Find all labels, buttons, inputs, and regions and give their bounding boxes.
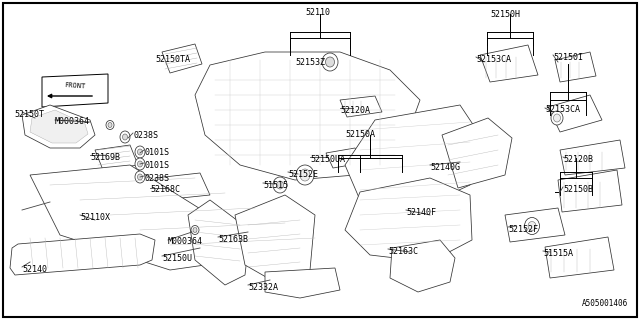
Text: 52140: 52140 [22,265,47,274]
Ellipse shape [138,174,143,180]
Ellipse shape [322,53,338,71]
Ellipse shape [525,218,540,235]
Text: M000364: M000364 [55,117,90,126]
Text: 0238S: 0238S [144,174,169,183]
Text: 52163C: 52163C [388,247,418,256]
Text: 52150A: 52150A [345,130,375,139]
Polygon shape [480,45,538,82]
Text: 52150H: 52150H [490,10,520,19]
Text: 52153CA: 52153CA [476,55,511,64]
Polygon shape [195,52,420,180]
Ellipse shape [300,169,310,181]
Polygon shape [155,173,210,200]
Polygon shape [22,105,95,148]
Text: 52120A: 52120A [340,106,370,115]
Ellipse shape [108,123,112,127]
Ellipse shape [554,114,561,122]
Text: 52150U: 52150U [162,254,192,263]
Polygon shape [265,268,340,298]
Polygon shape [30,165,240,270]
Text: FRONT: FRONT [64,82,86,90]
Text: 52163B: 52163B [218,235,248,244]
Ellipse shape [326,57,335,67]
Text: 0101S: 0101S [144,161,169,170]
Ellipse shape [138,149,143,155]
Polygon shape [10,234,155,275]
Text: 0238S: 0238S [133,131,158,140]
Ellipse shape [135,158,145,170]
Text: 52169B: 52169B [90,153,120,162]
Ellipse shape [273,177,287,193]
Text: 52150T: 52150T [14,110,44,119]
Ellipse shape [191,226,199,235]
Ellipse shape [276,181,284,189]
Ellipse shape [135,146,145,158]
Polygon shape [505,208,565,242]
Text: 51515A: 51515A [543,249,573,258]
Text: 52168C: 52168C [150,185,180,194]
Polygon shape [235,195,315,285]
Ellipse shape [135,171,145,183]
Polygon shape [95,145,138,170]
Text: 52153CA: 52153CA [545,105,580,114]
Text: 52153Z: 52153Z [295,58,325,67]
Polygon shape [30,110,88,143]
Polygon shape [558,170,622,212]
Polygon shape [162,44,202,73]
Text: 52110: 52110 [305,8,330,17]
Ellipse shape [551,111,563,125]
Text: 52150UA: 52150UA [310,155,345,164]
Polygon shape [442,118,512,188]
Polygon shape [560,140,625,175]
Text: 52152E: 52152E [288,170,318,179]
Text: 51515: 51515 [263,181,288,190]
Ellipse shape [296,165,314,185]
Text: 52110X: 52110X [80,213,110,222]
Polygon shape [345,105,480,210]
Text: 52150TA: 52150TA [155,55,190,64]
Polygon shape [548,95,602,132]
Polygon shape [390,240,455,292]
Ellipse shape [193,228,197,233]
Text: 52150B: 52150B [563,185,593,194]
Text: 52152F: 52152F [508,225,538,234]
Text: 52140G: 52140G [430,163,460,172]
Text: A505001406: A505001406 [582,299,628,308]
Text: M000364: M000364 [168,237,203,246]
Ellipse shape [120,131,130,143]
Text: 0101S: 0101S [144,148,169,157]
Text: 52332A: 52332A [248,283,278,292]
Polygon shape [340,96,382,117]
Text: 52120B: 52120B [563,155,593,164]
Ellipse shape [106,121,114,130]
Polygon shape [326,148,362,168]
Ellipse shape [122,134,127,140]
Text: 52140F: 52140F [406,208,436,217]
Ellipse shape [528,221,536,230]
Polygon shape [188,200,250,285]
Polygon shape [42,74,108,107]
Text: 52150I: 52150I [553,53,583,62]
Polygon shape [345,178,472,262]
Ellipse shape [138,161,143,167]
Polygon shape [555,52,596,82]
Polygon shape [545,237,614,278]
